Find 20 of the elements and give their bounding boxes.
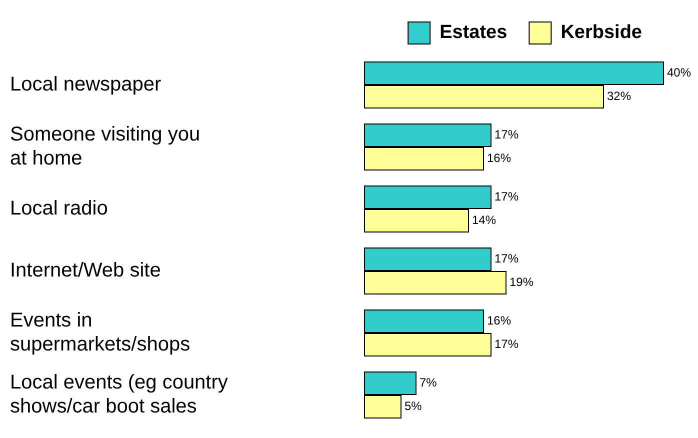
- y-tick-label: Internet/Web site: [10, 260, 161, 282]
- data-label: 17%: [494, 252, 519, 266]
- data-label: 16%: [487, 314, 512, 328]
- data-label: 16%: [487, 151, 512, 166]
- y-tick-label: Someone visiting you at home: [10, 124, 200, 170]
- legend-label: Estates: [440, 22, 508, 44]
- data-label: 7%: [420, 376, 438, 390]
- y-tick-label: Local newspaper: [10, 74, 162, 96]
- data-label: 32%: [607, 89, 632, 104]
- y-tick-label: Local events (eg country shows/car boot sales: [10, 372, 228, 418]
- data-label: 17%: [494, 190, 519, 204]
- data-label: 40%: [667, 66, 692, 80]
- legend-label: Kerbside: [560, 22, 642, 44]
- data-label: 5%: [404, 399, 422, 414]
- data-label: 14%: [472, 213, 496, 228]
- y-tick-label: Local radio: [10, 198, 108, 220]
- data-label: 19%: [510, 275, 534, 290]
- y-tick-label: Events in supermarkets/shops: [10, 310, 190, 356]
- data-label: 17%: [494, 128, 519, 142]
- data-label: 17%: [494, 337, 519, 352]
